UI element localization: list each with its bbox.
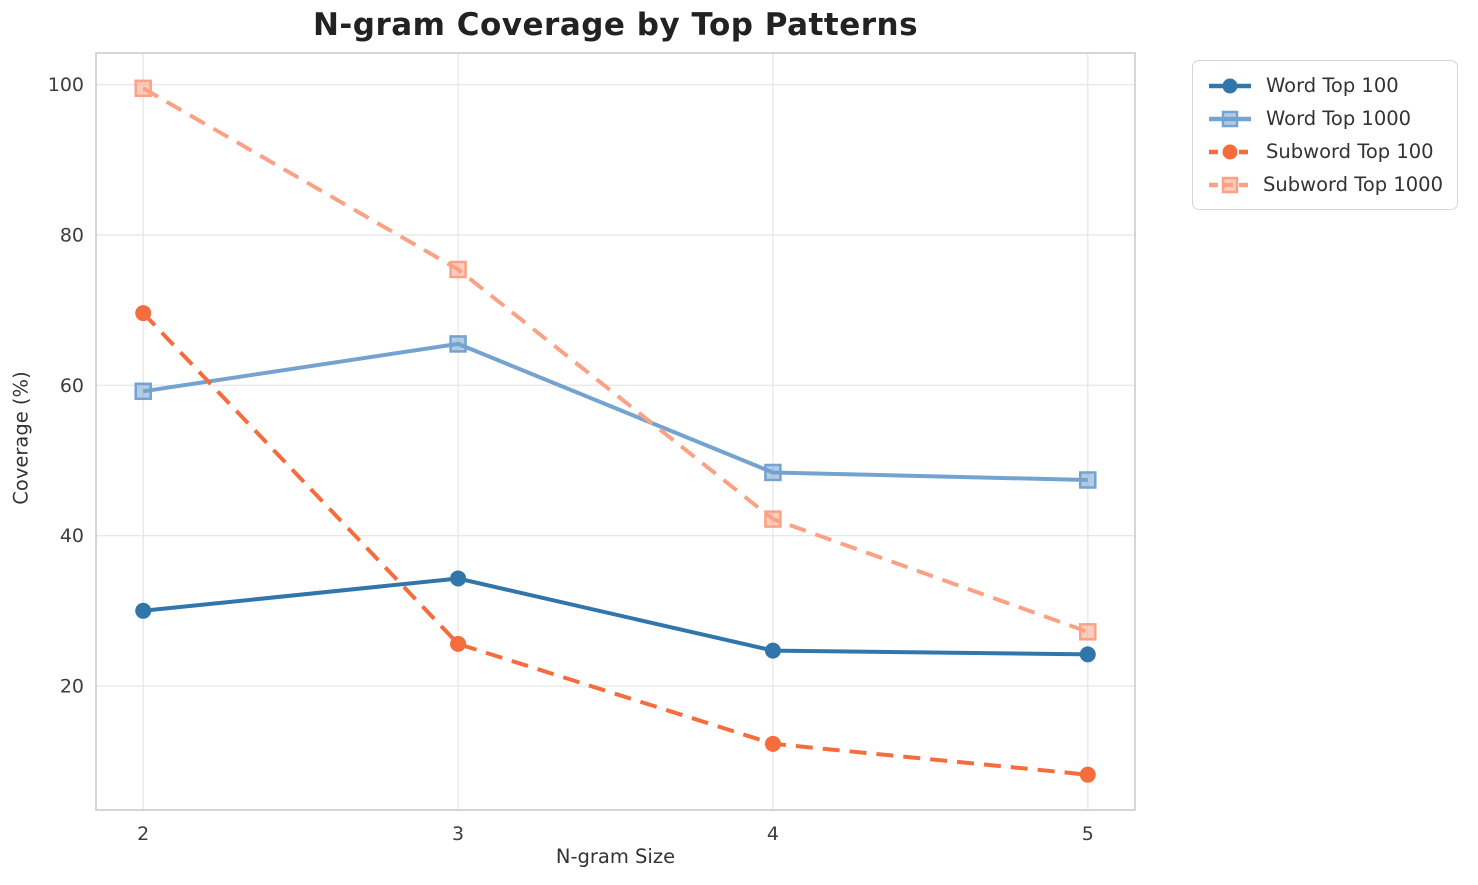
square-marker [764,510,782,528]
y-tick-label: 100 [48,74,84,96]
legend-label: Word Top 1000 [1266,107,1412,130]
series-line-4 [142,86,1089,634]
x-tick-label: 5 [1082,823,1094,845]
square-marker [1079,471,1097,489]
y-tick-label: 20 [60,675,84,697]
y-tick-label: 60 [60,375,84,397]
square-marker [449,335,467,353]
legend-label: Subword Top 100 [1266,140,1434,163]
legend-swatch-square [1209,110,1251,127]
series-line-3 [141,311,1088,777]
x-axis-label: N-gram Size [555,845,676,868]
x-tick-label: 4 [767,823,779,845]
square-marker [764,463,782,482]
y-tick-label: 80 [60,224,84,246]
legend-swatch-circle [1209,78,1251,93]
circle-marker [135,305,152,322]
legend-item: Word Top 100 [1207,72,1443,99]
chart-title: N-gram Coverage by Top Patterns [312,7,919,43]
square-marker [1079,623,1097,641]
circle-marker [450,570,467,587]
circle-marker [450,635,467,652]
circle-marker [1079,766,1096,783]
x-tick-label: 2 [137,823,149,845]
legend-swatch-square [1209,176,1251,193]
circle-marker [135,602,152,619]
circle-marker [764,642,781,659]
legend-swatch-circle [1209,144,1251,159]
legend-label: Word Top 100 [1266,74,1399,97]
series-line-2 [142,341,1088,482]
square-marker [134,79,152,98]
circle-marker [764,735,781,752]
legend: Word Top 100 Word Top 1000 Subword Top 100… [1192,60,1458,210]
legend-label: Subword Top 1000 [1263,173,1443,196]
legend-item: Subword Top 1000 [1207,171,1443,198]
x-tick-label: 3 [452,823,464,845]
series-line-1 [142,576,1088,657]
square-marker [134,382,152,401]
legend-item: Word Top 1000 [1207,105,1443,132]
y-tick-label: 40 [60,525,84,547]
square-marker [449,260,467,279]
y-axis-label: Coverage (%) [9,371,33,505]
axes-spines [95,52,1136,811]
circle-marker [1079,646,1096,663]
legend-item: Subword Top 100 [1207,138,1443,165]
